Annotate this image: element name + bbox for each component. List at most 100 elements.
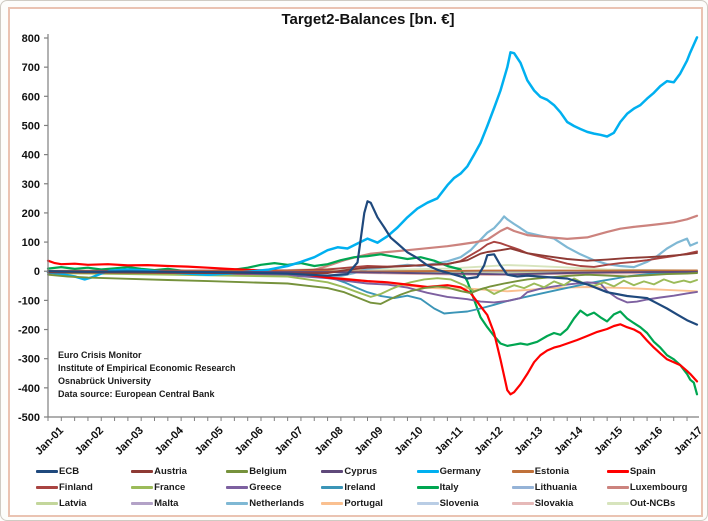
x-tick-label: Jan-08	[313, 425, 346, 458]
y-tick-label: 500	[22, 120, 40, 132]
legend-label: Cyprus	[344, 466, 378, 477]
x-tick-label: Jan-06	[233, 425, 266, 458]
y-tick-label: -300	[18, 354, 40, 366]
series-line-germany	[46, 36, 699, 281]
annotation-line: Data source: European Central Bank	[58, 389, 215, 399]
x-tick-label: Jan-09	[352, 425, 385, 458]
legend-label: Lithuania	[534, 482, 577, 493]
legend-swatch-icon	[36, 470, 58, 473]
series-line-france	[47, 272, 698, 298]
legend-swatch-icon	[416, 502, 439, 505]
legend-swatch-icon	[226, 470, 249, 473]
legend-item-netherlands: Netherlands	[226, 496, 321, 511]
legend-label: Luxembourg	[629, 482, 688, 493]
legend-swatch-icon	[606, 470, 629, 473]
legend-swatch-icon	[511, 470, 534, 473]
annotation-line: Osnabrück University	[58, 376, 152, 386]
legend-label: Estonia	[534, 466, 570, 477]
legend-item-slovakia: Slovakia	[511, 496, 607, 511]
legend-swatch-icon	[511, 486, 534, 489]
legend-swatch-icon	[321, 470, 344, 473]
annotation-line: Institute of Empirical Economic Research	[58, 363, 236, 373]
y-tick-label: 400	[22, 150, 40, 162]
chart-inner-border	[8, 7, 703, 517]
legend-label: Greece	[249, 482, 282, 493]
x-tick-label: Jan-12	[472, 425, 505, 458]
series-line-ireland	[47, 270, 698, 315]
legend-swatch-icon	[321, 502, 344, 505]
series-line-finland	[47, 240, 698, 272]
x-tick-label: Jan-15	[592, 425, 625, 458]
x-tick-label: Jan-16	[632, 425, 665, 458]
legend-label: ECB	[59, 466, 80, 477]
legend-item-luxembourg: Luxembourg	[606, 480, 702, 495]
y-tick-label: 200	[22, 208, 40, 220]
legend-label: France	[154, 482, 186, 493]
legend-item-estonia: Estonia	[511, 464, 607, 479]
legend-swatch-icon	[416, 470, 439, 473]
legend-item-malta: Malta	[131, 496, 226, 511]
legend-item-finland: Finland	[36, 480, 131, 495]
legend-swatch-icon	[131, 502, 154, 505]
legend-item-latvia: Latvia	[36, 496, 131, 511]
y-tick-label: -200	[18, 325, 40, 337]
x-tick-label: Jan-02	[73, 425, 106, 458]
legend-item-ireland: Ireland	[321, 480, 416, 495]
legend-item-out-ncbs: Out-NCBs	[606, 496, 702, 511]
legend-label: Slovakia	[534, 498, 574, 509]
legend-swatch-icon	[606, 502, 629, 505]
legend-label: Malta	[154, 498, 179, 509]
legend-item-ecb: ECB	[36, 464, 131, 479]
legend-item-slovenia: Slovenia	[416, 496, 512, 511]
legend-swatch-icon	[226, 502, 249, 505]
legend-label: Austria	[154, 466, 187, 477]
series-line-greece	[47, 270, 698, 304]
y-tick-label: 700	[22, 62, 40, 74]
legend-item-austria: Austria	[131, 464, 226, 479]
legend-label: Germany	[439, 466, 481, 477]
legend-item-belgium: Belgium	[226, 464, 321, 479]
x-tick-label: Jan-01	[33, 425, 66, 458]
legend-label: Latvia	[59, 498, 87, 509]
series-line-belgium	[47, 272, 698, 305]
x-tick-label: Jan-05	[193, 425, 226, 458]
legend-item-germany: Germany	[416, 464, 512, 479]
chart-title: Target2-Balances [bn. €]	[281, 11, 455, 28]
x-tick-label: Jan-03	[113, 425, 146, 458]
legend-item-portugal: Portugal	[321, 496, 416, 511]
legend-swatch-icon	[511, 502, 534, 505]
legend-swatch-icon	[416, 486, 439, 489]
legend-label: Spain	[629, 466, 656, 477]
legend-label: Italy	[439, 482, 459, 493]
legend-swatch-icon	[606, 486, 629, 489]
x-tick-label: Jan-11	[433, 425, 466, 458]
legend-item-greece: Greece	[226, 480, 321, 495]
source-annotation: Euro Crisis Monitor Institute of Empiric…	[58, 349, 236, 401]
y-tick-label: 600	[22, 91, 40, 103]
legend-swatch-icon	[36, 502, 58, 505]
legend-item-lithuania: Lithuania	[511, 480, 607, 495]
series-line-austria	[47, 247, 698, 275]
y-tick-label: 100	[22, 237, 40, 249]
x-tick-label: Jan-17	[672, 425, 705, 458]
y-tick-label: 800	[22, 33, 40, 45]
y-tick-label: -100	[18, 295, 40, 307]
legend-item-cyprus: Cyprus	[321, 464, 416, 479]
legend-label: Portugal	[344, 498, 383, 509]
legend-label: Out-NCBs	[629, 498, 676, 509]
legend-swatch-icon	[321, 486, 344, 489]
y-tick-label: -400	[18, 383, 40, 395]
legend-item-france: France	[131, 480, 226, 495]
legend-item-spain: Spain	[606, 464, 702, 479]
legend-swatch-icon	[36, 486, 58, 489]
x-tick-label: Jan-07	[273, 425, 306, 458]
y-tick-label: 0	[34, 266, 40, 278]
legend-swatch-icon	[131, 470, 154, 473]
series-line-ecb	[46, 200, 699, 326]
annotation-line: Euro Crisis Monitor	[58, 350, 142, 360]
legend-label: Belgium	[249, 466, 287, 477]
chart-legend: ECB Austria Belgium Cyprus Germany Estonia Spa…	[36, 464, 702, 511]
legend-label: Ireland	[344, 482, 376, 493]
